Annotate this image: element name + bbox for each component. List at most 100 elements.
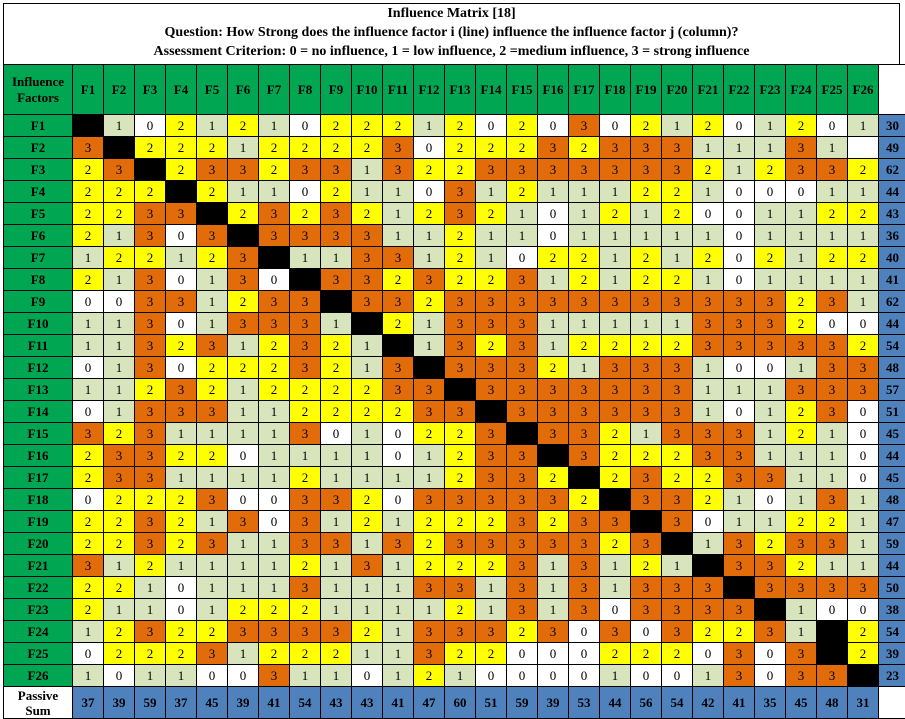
matrix-cell: 0: [724, 269, 755, 291]
matrix-cell: 3: [786, 379, 817, 401]
matrix-cell: 1: [321, 555, 352, 577]
matrix-cell: 0: [848, 313, 879, 335]
matrix-cell: 2: [321, 401, 352, 423]
matrix-cell: 1: [383, 225, 414, 247]
matrix-cell: 2: [817, 247, 848, 269]
active-sum-cell: 45: [879, 423, 905, 445]
matrix-cell: 3: [662, 577, 693, 599]
matrix-cell: 3: [321, 225, 352, 247]
matrix-cell: 1: [693, 665, 724, 687]
matrix-cell: 3: [538, 137, 569, 159]
matrix-cell: 1: [817, 137, 848, 159]
matrix-cell: 1: [538, 577, 569, 599]
matrix-cell: 2: [817, 511, 848, 533]
matrix-cell: 2: [73, 181, 104, 203]
matrix-cell: 2: [321, 643, 352, 665]
matrix-cell: 2: [73, 599, 104, 621]
matrix-cell: 3: [383, 159, 414, 181]
column-header-f9: F9: [321, 65, 352, 115]
matrix-cell: 0: [755, 181, 786, 203]
matrix-cell: 2: [321, 335, 352, 357]
row-header-f26: F26: [4, 665, 73, 687]
row-header-f3: F3: [4, 159, 73, 181]
matrix-cell: 0: [755, 643, 786, 665]
matrix-cell: 2: [600, 423, 631, 445]
matrix-cell: 1: [817, 555, 848, 577]
matrix-cell: 1: [755, 269, 786, 291]
matrix-cell: 3: [817, 159, 848, 181]
matrix-cell: 2: [321, 137, 352, 159]
matrix-cell: 1: [228, 533, 259, 555]
matrix-cell: 2: [135, 181, 166, 203]
matrix-cell: 3: [476, 313, 507, 335]
matrix-cell: 3: [135, 357, 166, 379]
matrix-cell: 3: [228, 313, 259, 335]
row-header-f15: F15: [4, 423, 73, 445]
matrix-cell: 3: [445, 489, 476, 511]
matrix-cell: 2: [693, 467, 724, 489]
matrix-cell: 3: [73, 555, 104, 577]
matrix-cell: 3: [321, 533, 352, 555]
passive-sum-label-line1: Passive: [18, 688, 58, 703]
matrix-cell: 2: [445, 115, 476, 137]
matrix-cell: 1: [476, 181, 507, 203]
matrix-cell: 3: [476, 357, 507, 379]
matrix-cell: 1: [135, 599, 166, 621]
matrix-cell: 3: [662, 423, 693, 445]
matrix-cell: 1: [352, 467, 383, 489]
matrix-cell: 2: [786, 511, 817, 533]
matrix-cell: 2: [321, 115, 352, 137]
matrix-cell: 3: [352, 555, 383, 577]
matrix-cell: 0: [569, 643, 600, 665]
matrix-cell: 1: [352, 533, 383, 555]
matrix-cell: 1: [414, 335, 445, 357]
matrix-cell: 2: [259, 599, 290, 621]
row-header-f17: F17: [4, 467, 73, 489]
matrix-cell: 1: [538, 599, 569, 621]
matrix-cell: 1: [786, 489, 817, 511]
matrix-cell: 2: [538, 357, 569, 379]
matrix-cell: 1: [786, 225, 817, 247]
matrix-cell: 0: [600, 115, 631, 137]
matrix-cell: 3: [538, 291, 569, 313]
active-sum-cell: 36: [879, 225, 905, 247]
matrix-cell: 1: [786, 269, 817, 291]
diagonal-cell: [693, 555, 724, 577]
matrix-cell: 2: [228, 115, 259, 137]
matrix-cell: 1: [352, 181, 383, 203]
active-sum-cell: 62: [879, 159, 905, 181]
matrix-cell: 1: [724, 137, 755, 159]
matrix-cell: 0: [817, 599, 848, 621]
matrix-cell: 1: [786, 357, 817, 379]
matrix-cell: 2: [786, 115, 817, 137]
matrix-cell: 3: [507, 335, 538, 357]
matrix-cell: 3: [631, 137, 662, 159]
matrix-cell: 2: [445, 137, 476, 159]
matrix-cell: 3: [135, 445, 166, 467]
matrix-cell: 1: [104, 335, 135, 357]
column-header-f7: F7: [259, 65, 290, 115]
matrix-cell: 2: [476, 511, 507, 533]
matrix-cell: 3: [507, 599, 538, 621]
matrix-cell: 3: [259, 225, 290, 247]
matrix-cell: 1: [321, 467, 352, 489]
matrix-cell: 1: [848, 225, 879, 247]
matrix-cell: 1: [600, 269, 631, 291]
matrix-cell: 3: [569, 555, 600, 577]
matrix-cell: 3: [321, 159, 352, 181]
matrix-cell: 1: [259, 555, 290, 577]
matrix-cell: 1: [600, 313, 631, 335]
matrix-cell: 1: [662, 115, 693, 137]
diagonal-cell: [817, 643, 848, 665]
matrix-cell: 3: [755, 335, 786, 357]
matrix-cell: 2: [786, 555, 817, 577]
matrix-cell: 2: [73, 445, 104, 467]
matrix-cell: 2: [631, 643, 662, 665]
matrix-cell: 3: [724, 643, 755, 665]
matrix-cell: 0: [786, 181, 817, 203]
matrix-cell: 1: [600, 577, 631, 599]
matrix-cell: 1: [414, 247, 445, 269]
matrix-cell: 0: [166, 599, 197, 621]
diagonal-cell: [476, 401, 507, 423]
